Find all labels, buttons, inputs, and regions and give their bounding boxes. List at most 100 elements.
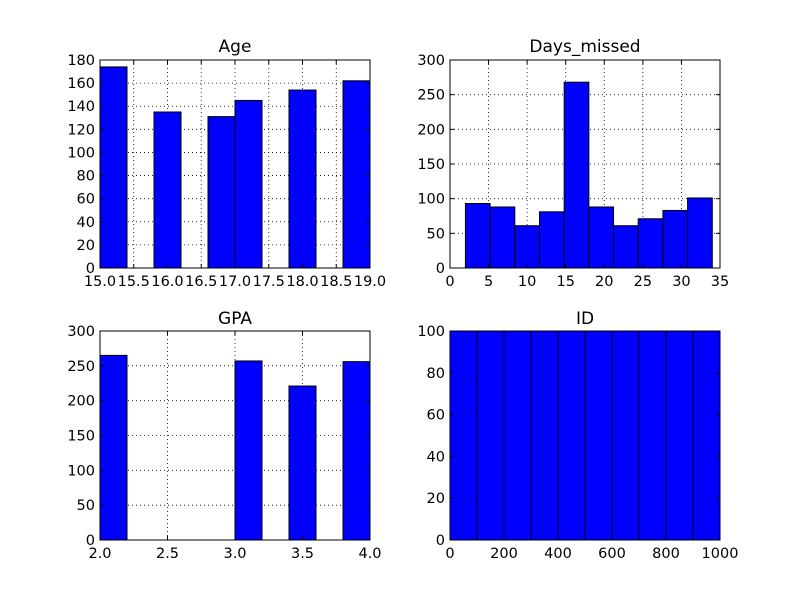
bar-age-2 — [153, 111, 182, 269]
bar-days-missed-1 — [489, 206, 516, 269]
x-tick-label-days-missed-7: 35 — [711, 274, 729, 290]
bar-days-missed-9 — [687, 197, 713, 269]
y-tick-label-gpa-6: 300 — [67, 324, 95, 340]
bar-id-9 — [692, 330, 721, 541]
bar-days-missed-4 — [563, 81, 590, 269]
y-tick-label-id-2: 40 — [427, 449, 445, 465]
y-tick-label-gpa-5: 250 — [67, 359, 95, 375]
bar-gpa-5 — [234, 360, 263, 541]
bar-days-missed-2 — [514, 225, 540, 269]
x-tick-label-age-6: 18.0 — [286, 274, 318, 290]
panel-gpa: GPA 2.0 2.5 3.0 3.5 4.0 0 50 100 150 200 250 300 — [67, 309, 381, 562]
panel-title-id: ID — [576, 309, 594, 329]
x-tick-label-id-0: 0 — [445, 546, 454, 562]
bar-id-7 — [638, 330, 667, 541]
y-tick-label-gpa-0: 0 — [86, 533, 95, 549]
bar-id-3 — [530, 330, 559, 541]
bar-days-missed-3 — [538, 211, 565, 269]
y-tick-label-days-missed-2: 100 — [417, 192, 445, 208]
bars-id — [449, 330, 721, 541]
panel-title-gpa: GPA — [218, 309, 252, 329]
ticks-gpa: 2.0 2.5 3.0 3.5 4.0 0 50 100 150 200 250 300 — [67, 324, 381, 562]
y-tick-label-days-missed-6: 300 — [417, 53, 445, 69]
bar-id-4 — [557, 330, 586, 541]
y-tick-label-days-missed-5: 250 — [417, 88, 445, 104]
y-tick-label-days-missed-1: 50 — [427, 226, 445, 242]
x-tick-label-age-5: 17.5 — [253, 274, 285, 290]
y-tick-label-age-6: 120 — [67, 122, 95, 138]
ticks-days-missed: 0 5 10 15 20 25 30 35 0 50 100 150 200 250 300 — [417, 53, 729, 290]
y-tick-label-days-missed-4: 200 — [417, 122, 445, 138]
y-tick-label-age-9: 180 — [67, 53, 95, 69]
y-tick-label-gpa-1: 50 — [77, 498, 95, 514]
y-tick-label-age-0: 0 — [86, 261, 95, 277]
x-tick-label-gpa-0: 2.0 — [88, 546, 111, 562]
bar-days-missed-5 — [588, 206, 615, 269]
x-tick-label-days-missed-4: 20 — [595, 274, 613, 290]
panel-title-days-missed: Days_missed — [529, 37, 640, 57]
x-tick-label-days-missed-3: 15 — [556, 274, 574, 290]
bar-id-8 — [665, 330, 694, 541]
bar-days-missed-8 — [662, 209, 689, 269]
x-tick-label-days-missed-1: 5 — [484, 274, 493, 290]
bar-age-5 — [234, 99, 263, 269]
ticks-id: 0 200 400 600 800 1000 0 20 40 60 80 100 — [417, 324, 738, 562]
bar-days-missed-7 — [637, 218, 664, 269]
bar-age-9 — [342, 80, 371, 269]
y-tick-label-days-missed-0: 0 — [436, 261, 445, 277]
x-tick-label-id-4: 800 — [652, 546, 680, 562]
y-tick-label-age-4: 80 — [77, 169, 95, 185]
y-tick-label-gpa-3: 150 — [67, 429, 95, 445]
x-tick-label-gpa-2: 3.0 — [223, 546, 246, 562]
y-tick-label-age-3: 60 — [77, 192, 95, 208]
bar-age-0 — [99, 66, 128, 269]
y-tick-label-age-5: 100 — [67, 145, 95, 161]
y-tick-label-id-0: 0 — [436, 533, 445, 549]
x-tick-label-id-1: 200 — [490, 546, 518, 562]
x-tick-label-id-3: 600 — [598, 546, 626, 562]
bar-gpa-9 — [342, 361, 371, 541]
x-tick-label-age-3: 16.5 — [185, 274, 217, 290]
x-tick-label-age-1: 15.5 — [118, 274, 150, 290]
x-tick-label-id-5: 1000 — [702, 546, 739, 562]
x-tick-label-gpa-4: 4.0 — [358, 546, 381, 562]
y-tick-label-id-1: 20 — [427, 491, 445, 507]
bar-id-0 — [449, 330, 478, 541]
axes-frame-id — [449, 330, 721, 541]
bar-days-missed-6 — [613, 225, 639, 269]
y-tick-label-id-3: 60 — [427, 408, 445, 424]
x-tick-label-days-missed-6: 30 — [672, 274, 690, 290]
bars-age — [99, 66, 371, 269]
y-tick-label-age-1: 20 — [77, 238, 95, 254]
bar-gpa-0 — [99, 354, 128, 541]
x-tick-label-age-8: 19.0 — [354, 274, 386, 290]
x-tick-label-gpa-1: 2.5 — [156, 546, 179, 562]
x-tick-label-days-missed-5: 25 — [634, 274, 652, 290]
x-tick-label-age-0: 15.0 — [84, 274, 116, 290]
y-tick-label-gpa-2: 100 — [67, 463, 95, 479]
panel-age: Age 15.0 15.5 16.0 16.5 17.0 17.5 18.0 18.5 19.0… — [67, 37, 386, 290]
x-tick-label-age-7: 18.5 — [320, 274, 352, 290]
bar-id-6 — [611, 330, 640, 541]
panel-id: ID 0 200 400 600 800 1000 0 20 40 60 80 100 — [417, 309, 738, 562]
panel-days-missed: Days_missed 0 5 10 15 20 25 30 35 0 50 100 150 200 25… — [417, 37, 729, 290]
x-tick-label-gpa-3: 3.5 — [291, 546, 314, 562]
x-tick-label-age-4: 17.0 — [219, 274, 251, 290]
bar-id-5 — [584, 330, 613, 541]
y-tick-label-age-7: 140 — [67, 99, 95, 115]
y-tick-label-days-missed-3: 150 — [417, 157, 445, 173]
bar-id-1 — [476, 330, 505, 541]
bar-age-7 — [288, 89, 317, 269]
x-tick-label-id-2: 400 — [544, 546, 572, 562]
bar-days-missed-0 — [464, 203, 491, 269]
bar-age-4 — [207, 116, 236, 269]
x-tick-label-days-missed-2: 10 — [518, 274, 536, 290]
y-tick-label-id-4: 80 — [427, 366, 445, 382]
bar-id-2 — [503, 330, 532, 541]
panel-title-age: Age — [219, 37, 252, 57]
bar-gpa-7 — [288, 385, 317, 541]
ticks-age: 15.0 15.5 16.0 16.5 17.0 17.5 18.0 18.5 19.0 0 20 4… — [67, 53, 386, 290]
y-tick-label-id-5: 100 — [417, 324, 445, 340]
y-tick-label-age-2: 40 — [77, 215, 95, 231]
